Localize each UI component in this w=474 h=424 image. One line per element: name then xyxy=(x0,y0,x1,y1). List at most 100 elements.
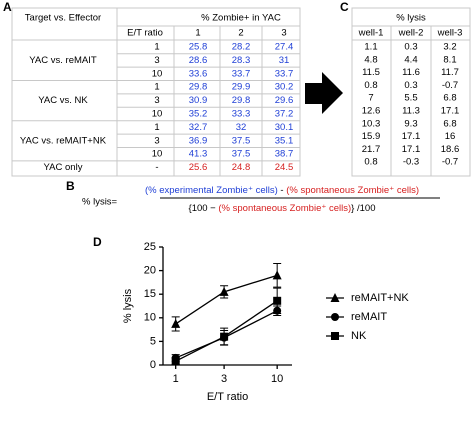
table-cell: 28.6 xyxy=(189,55,208,66)
table-cell: 3 xyxy=(154,55,159,66)
table-cell: 37.5 xyxy=(232,149,251,160)
table-cell: 25.6 xyxy=(189,162,208,173)
table-cell: 6.8 xyxy=(443,118,456,129)
table-cell: 0.3 xyxy=(404,42,417,53)
table-cell: 6.8 xyxy=(443,93,456,104)
table-header: well-3 xyxy=(437,28,463,39)
table-header: 2 xyxy=(238,28,243,39)
table-cell: 11.5 xyxy=(362,67,380,78)
table-cell: 32.7 xyxy=(189,122,208,133)
table-cell: 17.1 xyxy=(402,131,421,142)
table-cell: 31 xyxy=(279,55,290,66)
table-cell: YAC vs. reMAIT+NK xyxy=(20,135,107,146)
table-cell: 28.3 xyxy=(232,55,251,66)
table-cell: 27.4 xyxy=(275,42,294,53)
table-cell: 29.8 xyxy=(189,82,208,93)
table-border xyxy=(11,7,301,177)
y-tick-label: 10 xyxy=(144,312,156,324)
formula-term: } /100 xyxy=(351,203,375,214)
panel-label: A xyxy=(3,0,12,14)
table-cell: 1 xyxy=(154,42,159,53)
table-cell: 17.1 xyxy=(402,144,421,155)
table-cell: 37.5 xyxy=(232,135,251,146)
table-cell: 35.1 xyxy=(275,135,294,146)
y-tick-label: 5 xyxy=(150,335,156,347)
table-cell: 33.7 xyxy=(275,68,294,79)
table-cell: 12.6 xyxy=(362,106,381,117)
table-cell: 41.3 xyxy=(189,149,208,160)
data-point xyxy=(273,296,282,305)
y-tick-label: 25 xyxy=(144,241,156,253)
data-point xyxy=(219,286,229,296)
table-cell: 4.4 xyxy=(404,54,417,65)
formula-term: (% spontaneous Zombie⁺ cells) xyxy=(286,185,419,196)
table-cell: 18.6 xyxy=(441,144,460,155)
table-cell: 1 xyxy=(154,122,159,133)
table-cell: 0.8 xyxy=(364,80,377,91)
table-header: 1 xyxy=(195,28,200,39)
table-cell: 29.9 xyxy=(232,82,251,93)
table-cell: 11.3 xyxy=(402,106,420,117)
table-cell: 32 xyxy=(236,122,247,133)
table-cell: - xyxy=(155,162,158,173)
table-cell: 21.7 xyxy=(362,144,381,155)
table-cell: 33.6 xyxy=(189,68,208,79)
y-tick-label: 20 xyxy=(144,265,156,277)
table-cell: 3 xyxy=(154,95,159,106)
x-tick-label: 1 xyxy=(173,373,179,385)
x-tick-label: 10 xyxy=(271,373,283,385)
table-cell: 8.1 xyxy=(443,54,456,65)
data-point xyxy=(171,357,180,366)
table-cell: 1.1 xyxy=(364,42,377,53)
legend-label: NK xyxy=(351,330,367,342)
table-cell: 9.3 xyxy=(404,118,417,129)
formula-term: - xyxy=(278,185,286,196)
formula-term: (% spontaneous Zombie⁺ cells) xyxy=(218,203,351,214)
table-cell: 16 xyxy=(445,131,456,142)
table-cell: 29.6 xyxy=(275,95,294,106)
y-tick-label: 15 xyxy=(144,288,156,300)
x-axis-label: E/T ratio xyxy=(207,391,248,403)
table-cell: 33.3 xyxy=(232,109,251,120)
y-tick-label: 0 xyxy=(150,359,156,371)
panel-label: B xyxy=(66,179,75,193)
formula-term: {100 − xyxy=(189,203,219,214)
table-cell: 10.3 xyxy=(362,118,381,129)
table-cell: 5.5 xyxy=(404,93,417,104)
formula-lhs: % lysis= xyxy=(82,197,118,208)
table-cell: 10 xyxy=(152,68,163,79)
table-header: Target vs. Effector xyxy=(25,13,101,24)
legend-marker xyxy=(330,293,340,302)
table-header: well-1 xyxy=(358,28,384,39)
table-cell: 24.5 xyxy=(275,162,294,173)
data-point xyxy=(171,318,181,328)
data-point xyxy=(220,332,229,341)
legend-label: reMAIT+NK xyxy=(351,292,409,304)
table-header: % Zombie+ in YAC xyxy=(201,13,281,24)
table-cell: YAC vs. NK xyxy=(38,95,88,106)
y-axis-label: % lysis xyxy=(122,288,134,323)
panel-label: D xyxy=(93,235,102,249)
table-cell: 35.2 xyxy=(189,109,208,120)
x-tick-label: 3 xyxy=(221,373,227,385)
table-cell: 11.6 xyxy=(402,67,420,78)
table-cell: 28.2 xyxy=(232,42,251,53)
table-cell: 11.7 xyxy=(441,67,459,78)
formula-denominator: {100 − (% spontaneous Zombie⁺ cells)} /1… xyxy=(189,203,376,214)
table-cell: 10 xyxy=(152,149,163,160)
table-cell: 29.8 xyxy=(232,95,251,106)
data-point xyxy=(272,270,282,280)
table-header: E/T ratio xyxy=(127,28,163,39)
table-cell: 30.2 xyxy=(275,82,294,93)
arrow xyxy=(305,72,343,114)
table-cell: -0.7 xyxy=(442,80,458,91)
table-cell: 0.8 xyxy=(364,157,377,168)
formula-term: (% experimental Zombie⁺ cells) xyxy=(145,185,278,196)
table-cell: 25.8 xyxy=(189,42,208,53)
table-cell: 36.9 xyxy=(189,135,208,146)
table-cell: -0.7 xyxy=(442,157,458,168)
table-header: well-2 xyxy=(398,28,424,39)
table-cell: 3 xyxy=(154,135,159,146)
legend-marker xyxy=(331,332,339,340)
